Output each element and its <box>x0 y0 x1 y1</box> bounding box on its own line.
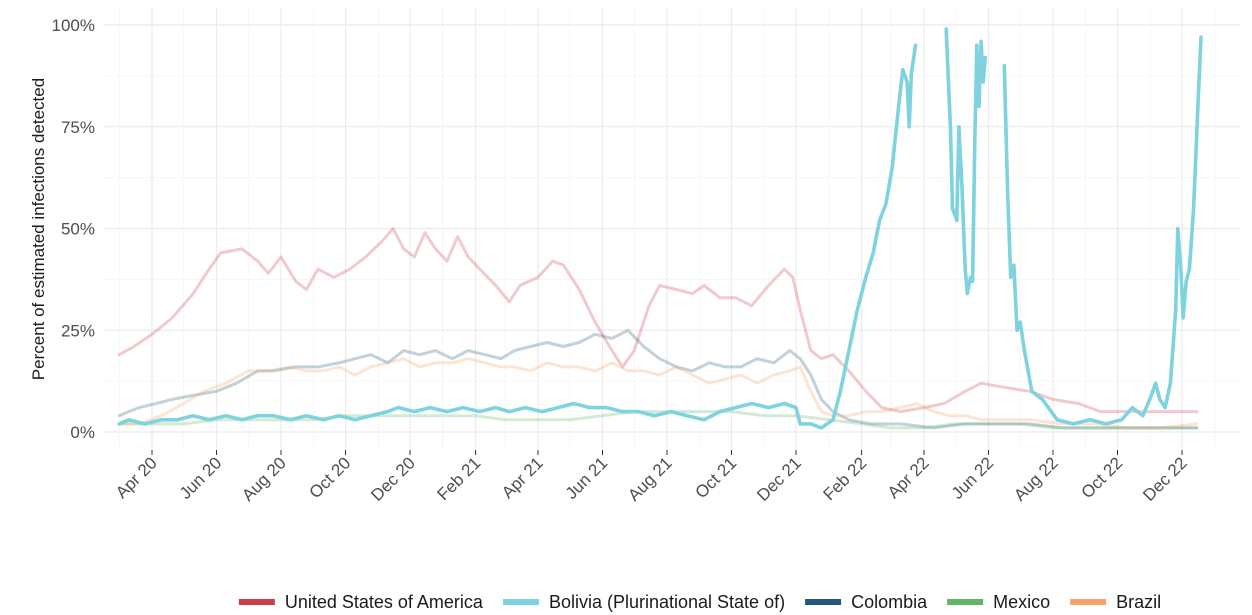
x-tick-label: Feb 21 <box>434 453 485 504</box>
x-tick-label: Feb 22 <box>820 453 871 504</box>
x-tick-label: Oct 21 <box>691 453 740 502</box>
legend: United States of America Bolivia (Plurina… <box>238 592 1161 612</box>
y-tick-label: 25% <box>61 321 95 340</box>
y-tick-label: 100% <box>52 16 95 35</box>
x-tick-label: Jun 21 <box>562 453 612 503</box>
x-tick-label: Jun 22 <box>948 453 998 503</box>
y-tick-label: 50% <box>61 220 95 239</box>
x-tick-label: Oct 22 <box>1077 453 1126 502</box>
series-line-colombia <box>117 328 1199 430</box>
legend-label: Colombia <box>851 592 928 612</box>
series-line-united-states-of-america <box>117 227 1199 414</box>
x-tick-label: Oct 20 <box>305 453 354 502</box>
y-tick-label: 0% <box>70 423 95 442</box>
x-tick-label: Apr 21 <box>498 453 547 502</box>
legend-label: Bolivia (Plurinational State of) <box>549 592 785 612</box>
y-axis-title: Percent of estimated infections detected <box>29 78 48 380</box>
grid-lines <box>103 8 1240 450</box>
y-axis: 0% 25% 50% 75% 100% <box>52 16 95 442</box>
x-tick-label: Aug 22 <box>1010 453 1062 505</box>
series-lines <box>117 27 1203 430</box>
x-tick-label: Aug 21 <box>624 453 676 505</box>
x-tick-label: Apr 22 <box>884 453 933 502</box>
legend-label: United States of America <box>285 592 484 612</box>
x-tick-label: Dec 20 <box>367 453 419 505</box>
y-tick-label: 75% <box>61 118 95 137</box>
x-tick-label: Aug 20 <box>238 453 290 505</box>
x-tick-label: Dec 22 <box>1139 453 1191 505</box>
x-axis: Apr 20 Jun 20 Aug 20 Oct 20 Dec 20 Feb 21 Apr … <box>112 450 1191 505</box>
legend-label: Brazil <box>1116 592 1161 612</box>
x-tick-label: Apr 20 <box>112 453 161 502</box>
x-tick-label: Jun 20 <box>176 453 226 503</box>
legend-label: Mexico <box>993 592 1050 612</box>
x-tick-label: Dec 21 <box>753 453 805 505</box>
series-line-brazil <box>117 357 1199 430</box>
series-line-bolivia-plurinational-state-of <box>117 27 1203 430</box>
